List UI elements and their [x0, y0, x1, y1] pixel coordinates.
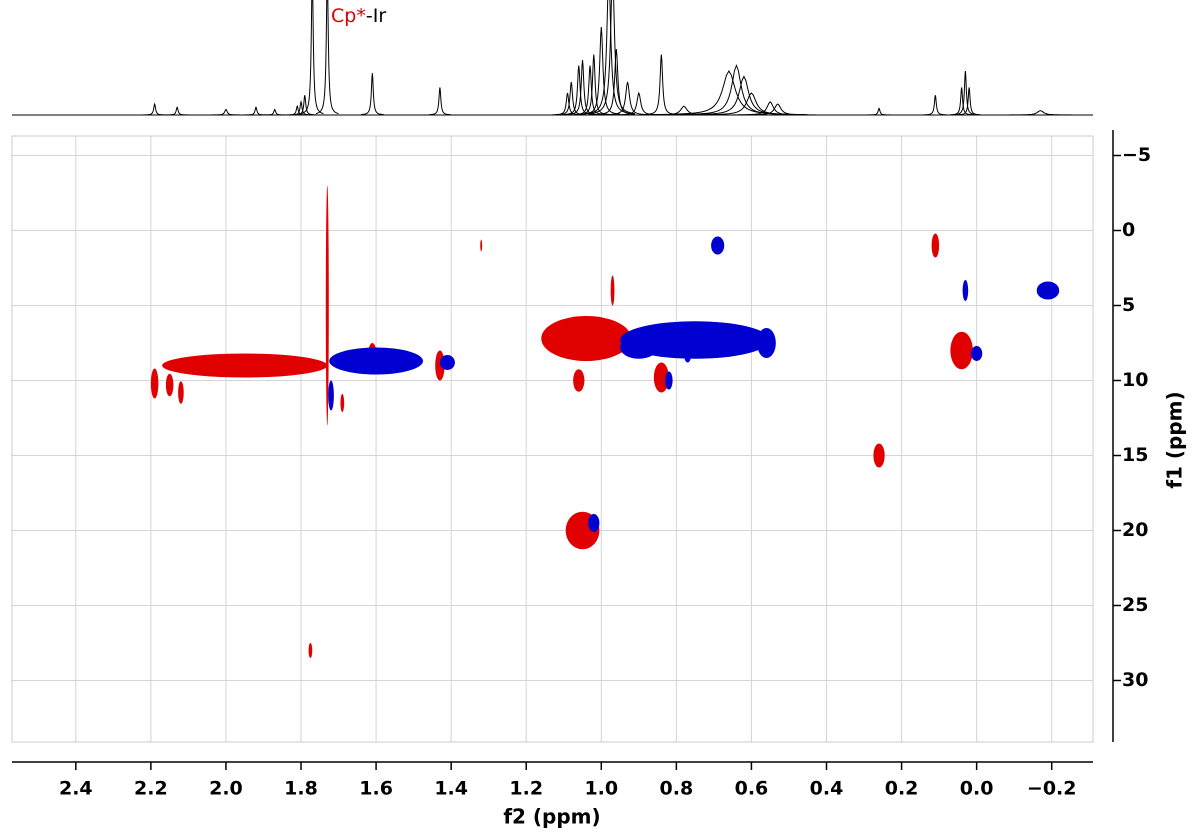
- projection-peak: [740, 103, 816, 116]
- projection-peak: [286, 104, 309, 116]
- projection-peak: [589, 0, 636, 115]
- projection-peak: [653, 69, 804, 116]
- y-tick-label: 25: [1122, 594, 1148, 616]
- x-tick-label: 1.2: [509, 778, 543, 800]
- annotation: Cp*-Ir: [331, 5, 386, 27]
- projection-peak: [428, 87, 452, 116]
- cross-peak: [653, 362, 669, 393]
- cross-peak: [165, 373, 174, 397]
- cross-peak: [683, 344, 692, 363]
- projection-peak: [867, 107, 891, 116]
- x-tick-label: 1.8: [284, 778, 318, 800]
- y-tick-label: 0: [1122, 219, 1135, 241]
- x-axis-title: f2 (ppm): [503, 805, 600, 829]
- cross-peak: [931, 233, 940, 258]
- cross-peak: [541, 316, 632, 361]
- projection-peak: [695, 92, 808, 116]
- x-tick-label: 0.2: [885, 778, 919, 800]
- y-tick-label: 5: [1122, 294, 1135, 316]
- projection-peak: [957, 87, 981, 116]
- x-tick-label: 1.0: [584, 778, 618, 800]
- cross-peak: [962, 280, 969, 301]
- y-tick-label: 10: [1122, 369, 1148, 391]
- cross-peak: [439, 355, 455, 370]
- projection-peak: [315, 0, 339, 115]
- y-tick-label: 20: [1122, 519, 1148, 541]
- cross-peak: [588, 514, 600, 532]
- projection-peak: [244, 106, 268, 116]
- y-axis-title: f1 (ppm): [1163, 391, 1187, 488]
- cross-peak: [325, 185, 329, 426]
- projection-peak: [165, 106, 189, 116]
- cross-peak: [971, 346, 983, 361]
- cross-peak: [162, 353, 328, 378]
- projection-peak: [586, 0, 632, 115]
- x-tick-label: 0.8: [660, 778, 694, 800]
- projection-peak: [556, 81, 587, 116]
- projection-peak: [552, 92, 583, 116]
- cross-peak: [620, 336, 658, 359]
- cross-peak: [665, 371, 673, 390]
- grid: [12, 136, 1093, 742]
- projection-peak: [924, 95, 947, 116]
- cross-peaks: [150, 185, 1060, 658]
- y-tick-label: −5: [1122, 144, 1151, 166]
- cross-peak: [150, 368, 159, 399]
- cross-peak: [620, 321, 771, 359]
- cross-peak: [308, 643, 313, 658]
- cross-peak: [950, 331, 973, 370]
- cross-peak: [178, 381, 184, 404]
- x-tick-label: 0.4: [810, 778, 844, 800]
- annotation-part: -Ir: [366, 5, 386, 27]
- projection: [12, 0, 1093, 116]
- x-tick-label: −0.2: [1027, 778, 1077, 800]
- projection-peak: [1002, 110, 1078, 116]
- x-tick-label: 2.4: [59, 778, 93, 800]
- cross-peak: [573, 369, 585, 392]
- cross-peak: [340, 394, 345, 412]
- annotation-part: Cp*: [331, 5, 366, 27]
- projection-peak: [263, 108, 287, 116]
- projection-peak: [954, 70, 977, 116]
- cross-peak: [329, 347, 424, 375]
- x-tick-label: 2.0: [209, 778, 243, 800]
- projection-peak: [361, 73, 384, 116]
- projection-peak: [567, 59, 598, 115]
- cross-peak: [610, 275, 615, 306]
- projection-peak: [605, 81, 651, 116]
- projection-peak: [646, 54, 677, 115]
- projection-peak: [210, 108, 241, 116]
- cross-peak: [757, 328, 776, 358]
- x-tick-label: 1.4: [434, 778, 468, 800]
- cross-peak: [873, 443, 885, 468]
- x-tick-label: 0.6: [735, 778, 769, 800]
- x-tick-label: 0.0: [960, 778, 994, 800]
- y-tick-label: 15: [1122, 444, 1148, 466]
- x-tick-label: 2.2: [134, 778, 168, 800]
- cross-peak: [328, 380, 334, 411]
- cross-peak: [711, 236, 725, 255]
- plot-frame: [11, 135, 1094, 743]
- y-tick-label: 30: [1122, 669, 1148, 691]
- projection-peak: [143, 102, 166, 116]
- x-tick-label: 1.6: [359, 778, 393, 800]
- cross-peak: [480, 239, 483, 252]
- cross-peak: [1036, 281, 1060, 300]
